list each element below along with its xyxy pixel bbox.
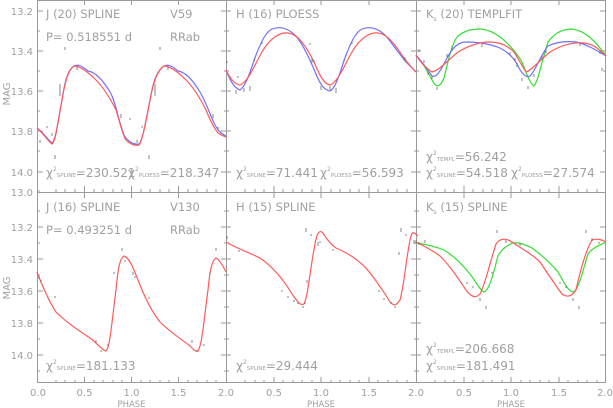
svg-text:13.2: 13.2 xyxy=(11,7,33,18)
svg-text:13.4: 13.4 xyxy=(11,47,33,58)
y-axis-label-bottom: MAG xyxy=(2,276,13,299)
svg-text:13.6: 13.6 xyxy=(11,87,33,98)
x-axis-label-mid: PHASE xyxy=(307,400,335,408)
panel-title: H (16) PLOESS xyxy=(236,7,319,21)
panel-title: Ks (15) SPLINE xyxy=(426,200,508,216)
svg-text:1.5: 1.5 xyxy=(171,388,187,399)
chi2-ploess: χ2PLOESS=56.593 xyxy=(320,166,404,180)
chi2-ploess: χ2PLOESS=218.347 xyxy=(128,166,219,180)
panel-bot-right-curves xyxy=(415,230,607,309)
panel-top-left-text: J (20) SPLINE V59 P= 0.518551 d RRab χ2S… xyxy=(45,7,219,180)
svg-text:0.5: 0.5 xyxy=(456,388,472,399)
panel-top-left-curves xyxy=(36,47,227,159)
svg-text:13.0: 13.0 xyxy=(11,188,33,199)
svg-text:13.8: 13.8 xyxy=(11,319,33,330)
svg-text:1.0: 1.0 xyxy=(124,388,140,399)
variable-type: RRab xyxy=(170,30,200,44)
x-axis-label-left: PHASE xyxy=(117,400,145,408)
svg-text:13.8: 13.8 xyxy=(11,127,33,138)
chi2-templ: χ2TEMPL=56.242 xyxy=(426,150,507,164)
chi2-spline: χ2SPLINE=71.441 xyxy=(236,166,318,180)
panel-title: J (16) SPLINE xyxy=(45,200,120,214)
y-axis-label-top: MAG xyxy=(2,82,13,105)
svg-text:2.0: 2.0 xyxy=(597,388,613,399)
svg-text:0.5: 0.5 xyxy=(77,388,93,399)
svg-text:13.6: 13.6 xyxy=(11,287,33,298)
panel-top-mid-curves xyxy=(225,27,417,94)
panel-title: Ks (20) TEMPLFIT xyxy=(426,7,523,23)
svg-text:0.5: 0.5 xyxy=(266,388,282,399)
svg-text:14.0: 14.0 xyxy=(11,168,33,179)
svg-text:1.0: 1.0 xyxy=(503,388,519,399)
period-label: P= 0.493251 d xyxy=(46,223,132,237)
chi2-spline: χ2SPLINE=181.491 xyxy=(426,359,516,373)
panel-bot-left-text: J (16) SPLINE V130 P= 0.493251 d RRab χ2… xyxy=(45,200,200,373)
chi2-spline: χ2SPLINE=181.133 xyxy=(46,359,136,373)
svg-text:1.0: 1.0 xyxy=(313,388,329,399)
panel-title: H (15) SPLINE xyxy=(236,200,315,214)
panel-top-right-text: Ks (20) TEMPLFIT χ2TEMPL=56.242 χ2SPLINE… xyxy=(426,7,595,180)
panel-title: J (20) SPLINE xyxy=(45,7,120,21)
svg-text:0.0: 0.0 xyxy=(30,388,46,399)
variable-type: RRab xyxy=(170,223,200,237)
x-axis-label-right: PHASE xyxy=(497,400,525,408)
svg-text:13.2: 13.2 xyxy=(11,223,33,234)
panel-bot-right-text: Ks (15) SPLINE χ2TEMPL=206.668 χ2SPLINE=… xyxy=(426,200,516,373)
svg-text:2.0: 2.0 xyxy=(408,388,424,399)
panel-bot-mid-curves xyxy=(225,228,419,308)
star-id: V130 xyxy=(170,200,200,214)
chi2-spline: χ2SPLINE=54.518 xyxy=(426,166,508,180)
svg-text:2.0: 2.0 xyxy=(218,388,234,399)
star-id: V59 xyxy=(170,7,193,21)
panel-bot-left-curves xyxy=(36,248,227,352)
panel-top-right-curves xyxy=(415,28,607,90)
period-label: P= 0.518551 d xyxy=(46,30,132,44)
chi2-templ: χ2TEMPL=206.668 xyxy=(426,342,514,356)
panel-bot-mid-text: H (15) SPLINE χ2SPLINE=29.444 xyxy=(236,200,318,373)
chi2-ploess: χ2PLOESS=27.574 xyxy=(511,166,595,180)
x-tick-labels: 0.0 0.5 1.0 1.5 2.0 0.5 1.0 1.5 2.0 0.5 … xyxy=(30,388,613,399)
svg-text:14.0: 14.0 xyxy=(11,351,33,362)
svg-text:1.5: 1.5 xyxy=(551,388,567,399)
x-ticks xyxy=(55,1,598,383)
y-tick-labels-bottom: 13.0 13.2 13.4 13.6 13.8 14.0 xyxy=(11,188,33,362)
chi2-spline: χ2SPLINE=230.521 xyxy=(46,166,136,180)
chi2-spline: χ2SPLINE=29.444 xyxy=(236,359,318,373)
svg-text:1.5: 1.5 xyxy=(361,388,377,399)
y-tick-labels-top: 13.2 13.4 13.6 13.8 14.0 xyxy=(11,7,33,179)
svg-text:13.4: 13.4 xyxy=(11,255,33,266)
